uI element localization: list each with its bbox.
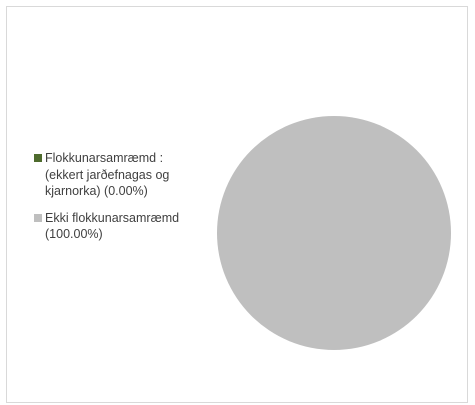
legend-label-not-aligned: Ekki flokkunarsamræmd (100.00%) — [45, 210, 180, 242]
legend: Flokkunarsamræmd : (ekkert jarðefnagas o… — [34, 150, 204, 253]
pie-slice-1 — [217, 116, 451, 350]
legend-swatch-aligned — [34, 154, 42, 162]
legend-item-not-aligned: Ekki flokkunarsamræmd (100.00%) — [34, 210, 204, 243]
legend-label-aligned: Flokkunarsamræmd : (ekkert jarðefnagas o… — [45, 151, 170, 198]
legend-swatch-not-aligned — [34, 213, 42, 222]
legend-item-aligned: Flokkunarsamræmd : (ekkert jarðefnagas o… — [34, 150, 204, 200]
